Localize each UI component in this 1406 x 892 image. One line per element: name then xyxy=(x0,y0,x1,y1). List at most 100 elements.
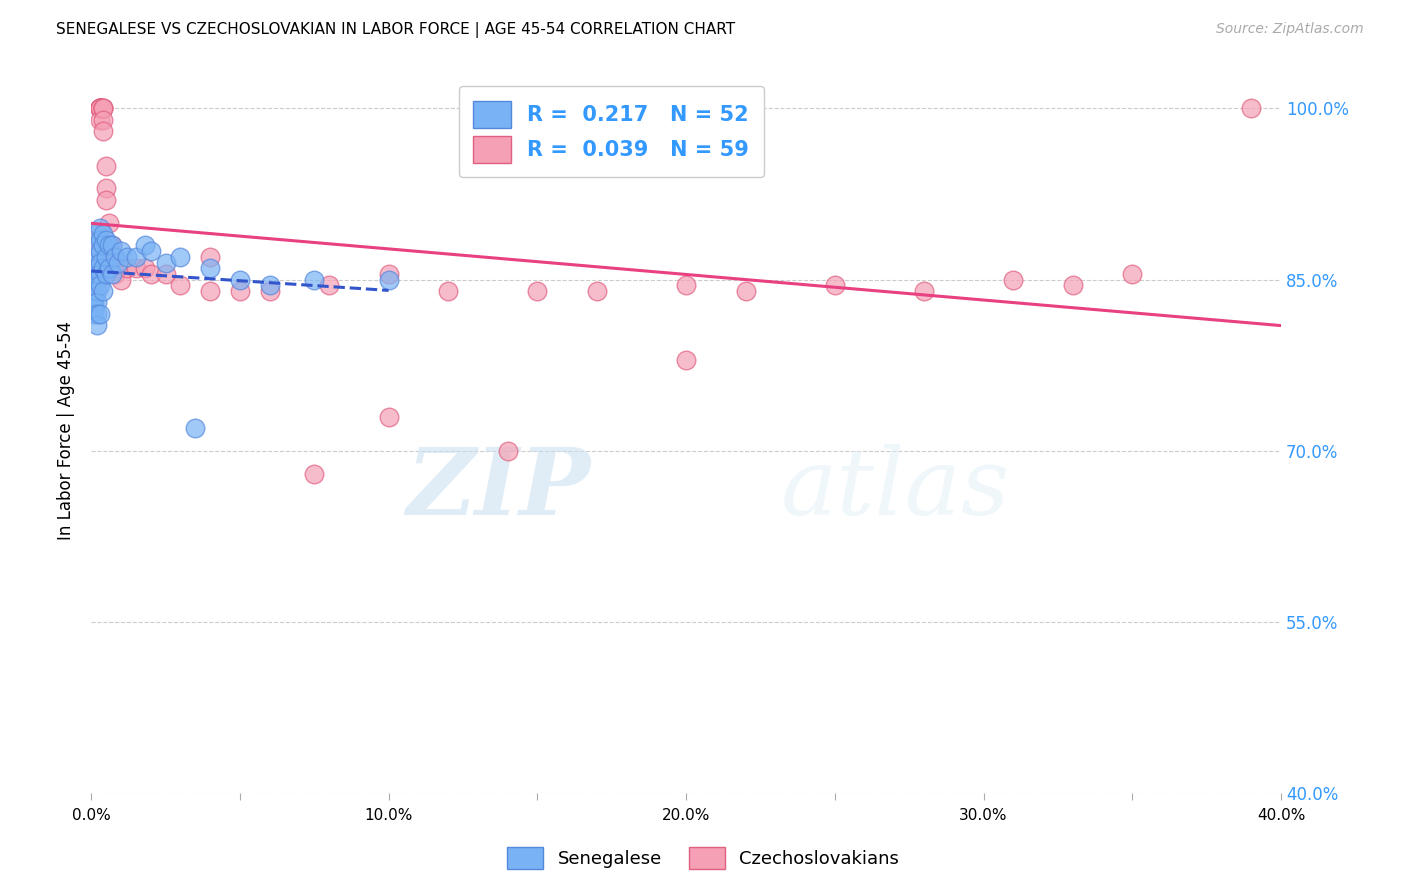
Point xyxy=(83,307,105,321)
Point xyxy=(91,102,114,116)
Point xyxy=(302,467,325,481)
Point xyxy=(198,261,221,276)
Point xyxy=(91,284,114,298)
Point xyxy=(86,273,108,287)
Point xyxy=(107,261,129,276)
Point xyxy=(83,261,105,276)
Point xyxy=(89,102,111,116)
Point xyxy=(184,421,207,435)
Point xyxy=(824,278,846,293)
Point xyxy=(496,443,519,458)
Point xyxy=(89,102,111,116)
Point xyxy=(89,255,111,269)
Point xyxy=(169,278,191,293)
Point xyxy=(91,102,114,116)
Point xyxy=(83,267,105,281)
Point xyxy=(86,250,108,264)
Point xyxy=(94,193,117,207)
Point xyxy=(98,238,121,252)
Point xyxy=(89,267,111,281)
Point xyxy=(94,181,117,195)
Point xyxy=(86,318,108,333)
Point xyxy=(89,102,111,116)
Point xyxy=(104,250,127,264)
Point xyxy=(104,267,127,281)
Point xyxy=(94,250,117,264)
Point xyxy=(86,261,108,276)
Point xyxy=(101,261,124,276)
Point xyxy=(107,255,129,269)
Point xyxy=(1121,267,1143,281)
Point xyxy=(89,233,111,247)
Point xyxy=(86,227,108,241)
Point xyxy=(83,267,105,281)
Text: SENEGALESE VS CZECHOSLOVAKIAN IN LABOR FORCE | AGE 45-54 CORRELATION CHART: SENEGALESE VS CZECHOSLOVAKIAN IN LABOR F… xyxy=(56,22,735,38)
Point xyxy=(526,284,548,298)
Point xyxy=(86,233,108,247)
Point xyxy=(198,250,221,264)
Point xyxy=(89,307,111,321)
Point xyxy=(86,261,108,276)
Point xyxy=(1062,278,1084,293)
Point xyxy=(125,250,148,264)
Point xyxy=(86,278,108,293)
Point xyxy=(94,159,117,173)
Point xyxy=(675,352,697,367)
Point xyxy=(89,102,111,116)
Text: Source: ZipAtlas.com: Source: ZipAtlas.com xyxy=(1216,22,1364,37)
Point xyxy=(1002,273,1025,287)
Point xyxy=(91,261,114,276)
Point xyxy=(89,221,111,235)
Point xyxy=(377,273,399,287)
Point xyxy=(437,284,460,298)
Point xyxy=(98,238,121,252)
Point xyxy=(198,284,221,298)
Point xyxy=(115,261,138,276)
Point xyxy=(259,284,281,298)
Legend: Senegalese, Czechoslovakians: Senegalese, Czechoslovakians xyxy=(498,838,908,879)
Point xyxy=(98,261,121,276)
Point xyxy=(83,295,105,310)
Point xyxy=(89,102,111,116)
Point xyxy=(91,112,114,127)
Point xyxy=(86,250,108,264)
Point xyxy=(86,284,108,298)
Point xyxy=(89,112,111,127)
Point xyxy=(259,278,281,293)
Point xyxy=(302,273,325,287)
Point xyxy=(94,233,117,247)
Point xyxy=(98,250,121,264)
Point xyxy=(98,216,121,230)
Point xyxy=(83,278,105,293)
Point xyxy=(89,102,111,116)
Point xyxy=(86,307,108,321)
Point xyxy=(110,273,132,287)
Point xyxy=(377,267,399,281)
Text: ZIP: ZIP xyxy=(406,444,591,533)
Point xyxy=(83,250,105,264)
Point xyxy=(101,238,124,252)
Point xyxy=(155,255,177,269)
Point xyxy=(91,227,114,241)
Point xyxy=(83,284,105,298)
Point xyxy=(91,238,114,252)
Point xyxy=(1240,102,1263,116)
Point xyxy=(139,267,162,281)
Point xyxy=(115,250,138,264)
Text: atlas: atlas xyxy=(782,444,1011,533)
Point xyxy=(86,295,108,310)
Point xyxy=(134,261,156,276)
Point xyxy=(169,250,191,264)
Point xyxy=(83,273,105,287)
Point xyxy=(675,278,697,293)
Point xyxy=(912,284,935,298)
Point xyxy=(139,244,162,259)
Point xyxy=(318,278,340,293)
Point xyxy=(134,238,156,252)
Point xyxy=(734,284,756,298)
Y-axis label: In Labor Force | Age 45-54: In Labor Force | Age 45-54 xyxy=(58,321,75,541)
Point xyxy=(91,102,114,116)
Point xyxy=(155,267,177,281)
Point xyxy=(89,278,111,293)
Point xyxy=(89,244,111,259)
